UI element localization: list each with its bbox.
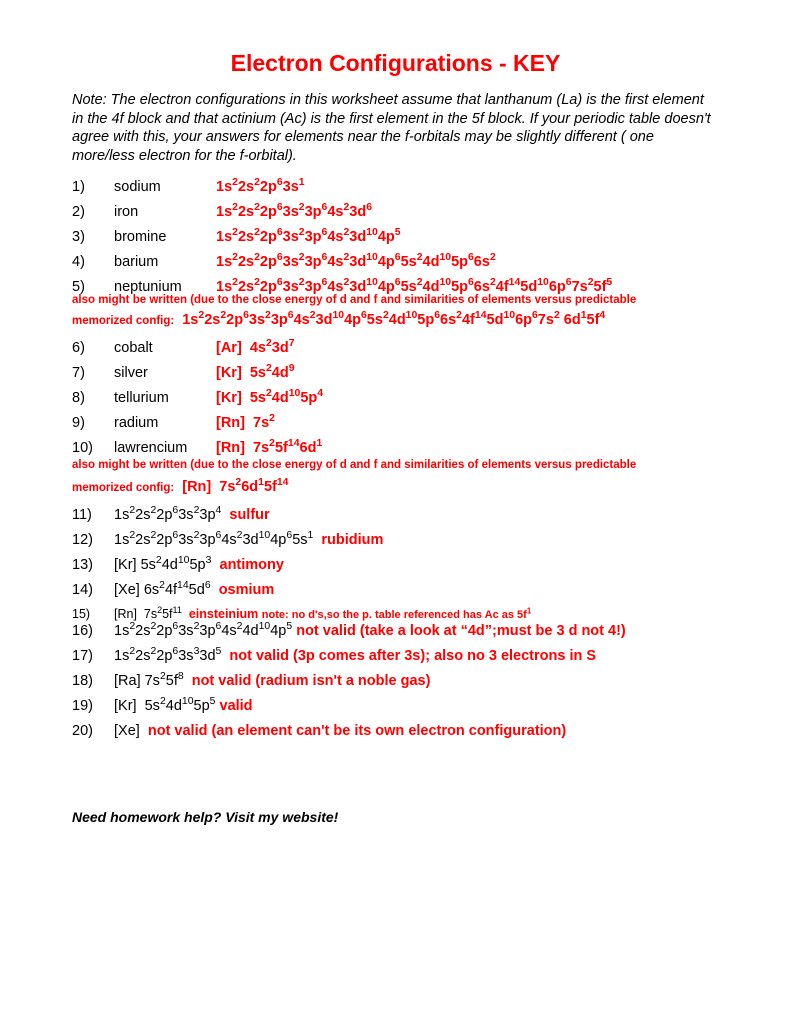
electron-config: [Rn] 7s25f146d1 — [216, 440, 719, 456]
row-number: 14) — [72, 582, 114, 598]
memorized-config: 1s22s22p63s23p64s23d104p65s24d105p66s24f… — [182, 312, 605, 328]
alt-config-note: also might be written (due to the close … — [72, 293, 719, 307]
answer-row: 3)bromine1s22s22p63s23p64s23d104p5 — [72, 229, 719, 245]
answer-row: 16)1s22s22p63s23p64s24d104p5 not valid (… — [72, 623, 719, 639]
answer-row: 4)barium1s22s22p63s23p64s23d104p65s24d10… — [72, 254, 719, 270]
answer-row: 8)tellurium[Kr] 5s24d105p4 — [72, 390, 719, 406]
row-number: 12) — [72, 532, 114, 548]
answer-row: 1)sodium1s22s22p63s1 — [72, 179, 719, 195]
electron-config: [Kr] 5s24d105p4 — [216, 390, 719, 406]
row-body: [Kr] 5s24d105p3 antimony — [114, 557, 719, 573]
answer-block-1: 1)sodium1s22s22p63s12)iron1s22s22p63s23p… — [72, 179, 719, 270]
answer-row: 14)[Xe] 6s24f145d6 osmium — [72, 582, 719, 598]
row-number: 4) — [72, 254, 114, 270]
row-body: [Rn] 7s25f11 einsteinium note: no d's,so… — [114, 607, 719, 621]
element-name: silver — [114, 365, 216, 381]
alt-config-note: also might be written (due to the close … — [72, 458, 719, 473]
row-number: 16) — [72, 623, 114, 639]
row-number: 13) — [72, 557, 114, 573]
answer-block-4: 16)1s22s22p63s23p64s24d104p5 not valid (… — [72, 623, 719, 739]
memorized-label: memorized config: — [72, 482, 174, 494]
answer-row: 11)1s22s22p63s23p4 sulfur — [72, 507, 719, 523]
page-title: Electron Configurations - KEY — [72, 50, 719, 77]
answer-block-2: 6)cobalt[Ar] 4s23d7 7)silver[Kr] 5s24d9 8)… — [72, 340, 719, 431]
element-name: sodium — [114, 179, 216, 195]
electron-config: [Ar] 4s23d7 — [216, 340, 719, 356]
row-body: [Xe] not valid (an element can't be its … — [114, 723, 719, 739]
answer-row: 18)[Ra] 7s25f8 not valid (radium isn't a… — [72, 673, 719, 689]
row-number: 2) — [72, 204, 114, 220]
electron-config: [Kr] 5s24d9 — [216, 365, 719, 381]
answer-row: 17)1s22s22p63s33d5 not valid (3p comes a… — [72, 648, 719, 664]
answer-row: 19)[Kr] 5s24d105p5 valid — [72, 698, 719, 714]
memorized-config: [Rn] 7s26d15f14 — [182, 479, 288, 495]
element-name: barium — [114, 254, 216, 270]
memorized-config-line: memorized config: [Rn] 7s26d15f14 — [72, 479, 719, 495]
row-number: 18) — [72, 673, 114, 689]
row-number: 20) — [72, 723, 114, 739]
element-name: lawrencium — [114, 440, 216, 456]
answer-row: 7)silver[Kr] 5s24d9 — [72, 365, 719, 381]
row-number: 3) — [72, 229, 114, 245]
element-name: cobalt — [114, 340, 216, 356]
row-number: 15) — [72, 607, 114, 621]
row-body: [Ra] 7s25f8 not valid (radium isn't a no… — [114, 673, 719, 689]
answer-row: 2)iron1s22s22p63s23p64s23d6 — [72, 204, 719, 220]
electron-config: 1s22s22p63s23p64s23d104p65s24d105p66s2 — [216, 254, 719, 270]
row-number: 19) — [72, 698, 114, 714]
answer-row: 6)cobalt[Ar] 4s23d7 — [72, 340, 719, 356]
row-body: 1s22s22p63s33d5 not valid (3p comes afte… — [114, 648, 719, 664]
electron-config: 1s22s22p63s23p64s23d6 — [216, 204, 719, 220]
intro-note: Note: The electron configurations in thi… — [72, 91, 719, 165]
memorized-config-line: memorized config: 1s22s22p63s23p64s23d10… — [72, 312, 719, 328]
row-number: 11) — [72, 507, 114, 523]
electron-config: [Rn] 7s2 — [216, 415, 719, 431]
element-name: bromine — [114, 229, 216, 245]
row-body: [Xe] 6s24f145d6 osmium — [114, 582, 719, 598]
element-name: iron — [114, 204, 216, 220]
answer-block-3: 11)1s22s22p63s23p4 sulfur12)1s22s22p63s2… — [72, 507, 719, 598]
row-body: [Kr] 5s24d105p5 valid — [114, 698, 719, 714]
row-body: 1s22s22p63s23p64s23d104p65s1 rubidium — [114, 532, 719, 548]
element-name: tellurium — [114, 390, 216, 406]
electron-config: 1s22s22p63s1 — [216, 179, 719, 195]
row-number: 9) — [72, 415, 114, 431]
element-name: radium — [114, 415, 216, 431]
row-number: 7) — [72, 365, 114, 381]
row-body: 1s22s22p63s23p64s24d104p5 not valid (tak… — [114, 623, 719, 639]
answer-row: 13)[Kr] 5s24d105p3 antimony — [72, 557, 719, 573]
row-number: 10) — [72, 440, 114, 456]
row-body: 1s22s22p63s23p4 sulfur — [114, 507, 719, 523]
answer-row-10: 10) lawrencium [Rn] 7s25f146d1 — [72, 440, 719, 456]
answer-row: 9)radium[Rn] 7s2 — [72, 415, 719, 431]
row-number: 1) — [72, 179, 114, 195]
answer-row: 20)[Xe] not valid (an element can't be i… — [72, 723, 719, 739]
row-number: 8) — [72, 390, 114, 406]
electron-config: 1s22s22p63s23p64s23d104p5 — [216, 229, 719, 245]
footer-text: Need homework help? Visit my website! — [72, 809, 719, 825]
memorized-label: memorized config: — [72, 315, 174, 327]
row-number: 6) — [72, 340, 114, 356]
worksheet-page: Electron Configurations - KEY Note: The … — [0, 0, 791, 855]
answer-row: 12)1s22s22p63s23p64s23d104p65s1 rubidium — [72, 532, 719, 548]
row-number: 17) — [72, 648, 114, 664]
answer-row-15: 15) [Rn] 7s25f11 einsteinium note: no d'… — [72, 607, 719, 621]
